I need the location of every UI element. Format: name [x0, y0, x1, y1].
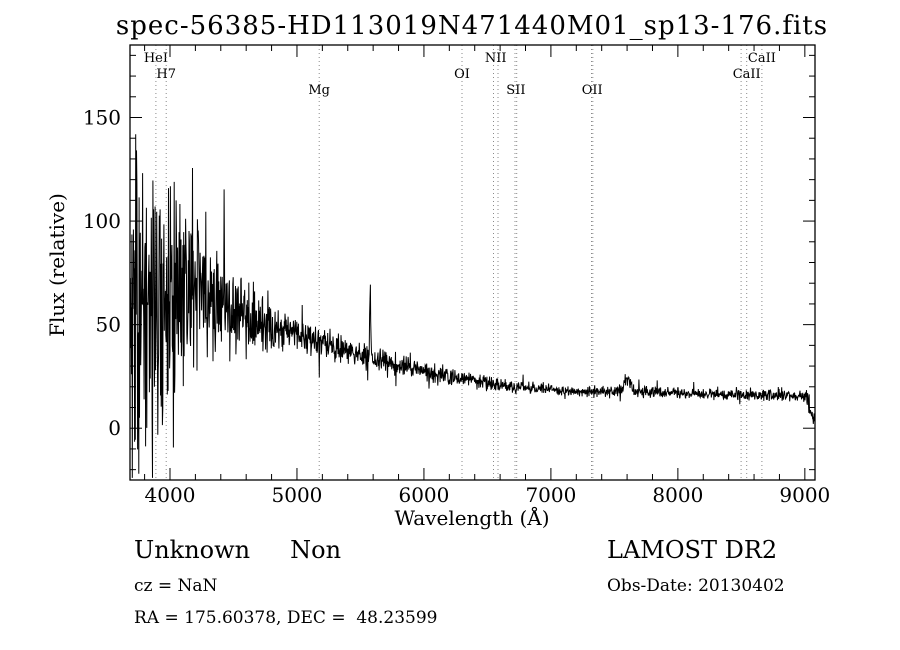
- survey-label: LAMOST DR2: [607, 536, 778, 564]
- spectral-line-label: OII: [582, 83, 603, 98]
- spectrum-trace: [129, 134, 815, 478]
- spectral-line-label: CaII: [748, 51, 776, 66]
- x-axis-label: Wavelength (Å): [394, 505, 549, 530]
- coordinates: RA = 175.60378, DEC = 48.23599: [134, 608, 438, 628]
- y-tick-label: 50: [96, 313, 121, 337]
- y-tick-label: 0: [108, 416, 121, 440]
- y-axis-label: Flux (relative): [45, 193, 69, 337]
- spectral-line-label: HeI: [144, 51, 168, 66]
- x-tick-label: 5000: [272, 483, 323, 507]
- spectral-line-label: Mg: [308, 83, 330, 98]
- object-subclass: Non: [290, 536, 342, 564]
- object-class: Unknown: [134, 536, 251, 564]
- classification-line: Unknown Non: [134, 536, 341, 564]
- spectral-line-label: NII: [485, 51, 507, 66]
- spectral-line-label: H7: [156, 67, 176, 82]
- plot-frame: [129, 44, 816, 481]
- x-tick-label: 7000: [525, 483, 576, 507]
- x-tick-label: 4000: [145, 483, 196, 507]
- x-tick-label: 8000: [652, 483, 703, 507]
- spectral-line-label: SII: [506, 83, 525, 98]
- spectral-line-label: CaII: [733, 67, 761, 82]
- obs-date: Obs-Date: 20130402: [607, 576, 785, 596]
- x-tick-label: 9000: [779, 483, 830, 507]
- x-tick-label: 6000: [398, 483, 449, 507]
- chart-title: spec-56385-HD113019N471440M01_sp13-176.f…: [116, 11, 828, 41]
- spectral-line-label: OI: [454, 67, 470, 82]
- cz-value: cz = NaN: [134, 576, 218, 596]
- y-tick-label: 150: [83, 106, 121, 130]
- y-tick-label: 100: [83, 209, 121, 233]
